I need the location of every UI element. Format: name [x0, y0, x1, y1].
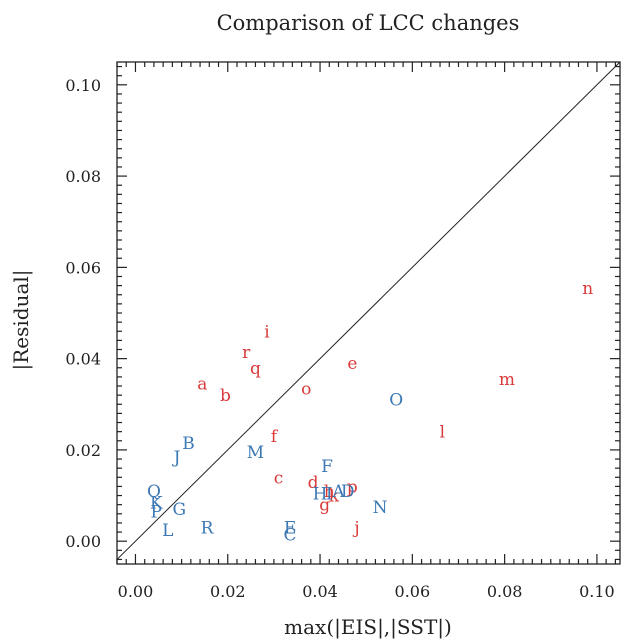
data-point-h: h: [324, 482, 335, 502]
data-point-c: c: [274, 468, 284, 488]
data-point-A: A: [331, 482, 345, 502]
data-point-M: M: [247, 443, 264, 463]
x-tick-label: 0.06: [395, 582, 431, 601]
data-point-P: P: [150, 503, 161, 523]
y-tick-label: 0.00: [65, 532, 101, 551]
data-point-a: a: [197, 375, 207, 395]
data-point-Q: Q: [147, 482, 161, 502]
axis-ticks: [116, 62, 620, 564]
data-point-d: d: [308, 473, 319, 493]
y-tick-label: 0.02: [65, 441, 101, 460]
x-tick-label: 0.04: [302, 582, 338, 601]
data-point-I: I: [326, 484, 333, 504]
x-tick-label: 0.00: [118, 582, 154, 601]
data-point-r: r: [242, 343, 251, 363]
y-tick-label: 0.04: [65, 350, 101, 369]
x-tick-label: 0.10: [579, 582, 615, 601]
reference-line-y-equals-x: [116, 61, 621, 560]
y-tick-label: 0.08: [65, 167, 101, 186]
data-point-p: p: [347, 477, 358, 497]
x-tick-label: 0.02: [210, 582, 246, 601]
data-point-e: e: [347, 354, 357, 374]
data-point-H: H: [313, 484, 328, 504]
data-point-G: G: [173, 500, 187, 520]
data-point-D: D: [341, 482, 355, 502]
data-point-J: J: [172, 448, 181, 468]
tick-labels: 0.00 0.02 0.04 0.06 0.08 0.10 0.00 0.02 0.04 0.06…: [65, 76, 614, 601]
plot-area: ab c d e f gh i jk l m n o p qr A B C D E F G HI J KL M N O PQ R 0.0…: [65, 61, 621, 601]
x-tick-label: 0.08: [487, 582, 523, 601]
data-point-j: j: [352, 518, 359, 538]
y-axis-label: |Residual|: [9, 269, 34, 370]
data-point-i: i: [264, 322, 270, 342]
data-point-f: f: [271, 427, 279, 447]
data-point-g: g: [319, 496, 330, 516]
data-point-L: L: [162, 521, 173, 541]
data-point-B: B: [182, 434, 195, 454]
y-tick-label: 0.06: [65, 258, 101, 277]
data-point-o: o: [301, 379, 311, 399]
y-tick-label: 0.10: [65, 76, 101, 95]
x-axis-label: max(|EIS|,|SST|): [284, 615, 452, 640]
data-point-K: K: [150, 493, 163, 513]
data-point-k: k: [329, 487, 340, 507]
data-point-l: l: [440, 423, 445, 443]
data-point-m: m: [499, 370, 515, 390]
data-point-q: q: [250, 359, 261, 379]
data-point-C: C: [284, 525, 297, 545]
data-point-N: N: [373, 498, 388, 518]
chart-title: Comparison of LCC changes: [217, 11, 520, 35]
data-points: ab c d e f gh i jk l m n o p qr A B C D E F G HI J KL M N O PQ R: [147, 279, 593, 545]
data-point-R: R: [201, 518, 215, 538]
data-point-E: E: [284, 518, 296, 538]
data-point-n: n: [582, 279, 593, 299]
data-point-F: F: [321, 457, 333, 477]
data-point-O: O: [389, 391, 403, 411]
data-point-b: b: [220, 386, 231, 406]
